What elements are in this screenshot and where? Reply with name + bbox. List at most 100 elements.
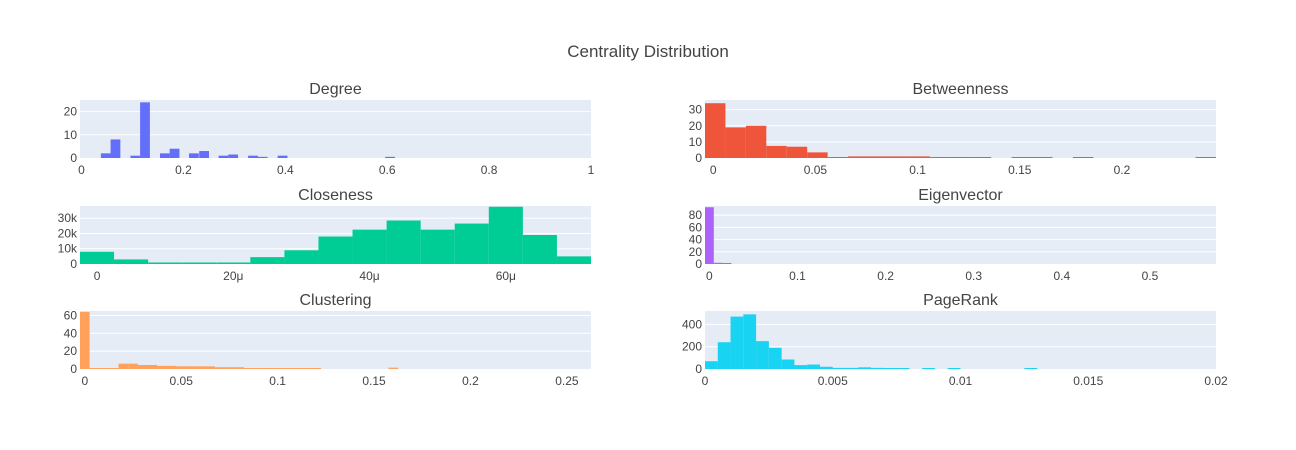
- clustering-bar[interactable]: [176, 366, 187, 369]
- degree-bar[interactable]: [189, 153, 199, 158]
- pagerank-bar[interactable]: [743, 314, 757, 369]
- betweenness-bar[interactable]: [807, 152, 828, 158]
- clustering-bar[interactable]: [108, 368, 119, 369]
- betweenness-bar[interactable]: [929, 157, 951, 158]
- degree-bar[interactable]: [159, 153, 170, 158]
- betweenness-bar[interactable]: [888, 156, 910, 158]
- betweenness-bar[interactable]: [1011, 157, 1033, 158]
- betweenness-bar[interactable]: [970, 157, 992, 158]
- pagerank-bar[interactable]: [730, 316, 744, 369]
- degree-bar[interactable]: [110, 139, 121, 158]
- clustering-bar[interactable]: [205, 366, 215, 369]
- clustering-bar[interactable]: [388, 367, 399, 369]
- betweenness-bar[interactable]: [766, 145, 787, 158]
- clustering-bar[interactable]: [301, 368, 312, 369]
- clustering-bar[interactable]: [224, 367, 235, 369]
- betweenness-bar[interactable]: [848, 156, 869, 158]
- pagerank-bar[interactable]: [768, 347, 782, 369]
- clustering-bar[interactable]: [253, 368, 264, 369]
- closeness-bar[interactable]: [250, 257, 285, 264]
- closeness-bar[interactable]: [114, 259, 149, 264]
- betweenness-bar[interactable]: [745, 125, 767, 158]
- eigenvector-ytick-label: 80: [689, 208, 703, 222]
- pagerank-bar[interactable]: [756, 341, 769, 369]
- clustering-bar[interactable]: [243, 368, 254, 369]
- closeness-bar[interactable]: [454, 223, 489, 264]
- closeness-bar[interactable]: [284, 250, 319, 264]
- clustering-bar[interactable]: [99, 368, 109, 369]
- pagerank-bar[interactable]: [807, 364, 820, 369]
- degree-bar[interactable]: [257, 156, 268, 158]
- eigenvector-bar[interactable]: [722, 263, 732, 264]
- degree-bar[interactable]: [228, 154, 239, 158]
- pagerank-bar[interactable]: [896, 368, 910, 369]
- clustering-bar[interactable]: [214, 367, 225, 369]
- eigenvector-bar[interactable]: [713, 262, 723, 264]
- pagerank-bar[interactable]: [717, 342, 731, 369]
- pagerank-bar[interactable]: [832, 367, 846, 369]
- clustering-bar[interactable]: [128, 363, 138, 369]
- eigenvector-bar[interactable]: [705, 207, 714, 264]
- clustering-bar[interactable]: [311, 368, 322, 369]
- betweenness-bar[interactable]: [950, 157, 971, 158]
- degree-bar[interactable]: [385, 156, 395, 158]
- degree-bar[interactable]: [130, 155, 141, 158]
- betweenness-bar[interactable]: [725, 127, 746, 158]
- betweenness-bar[interactable]: [1072, 157, 1094, 158]
- closeness-bar[interactable]: [148, 262, 183, 264]
- pagerank-bar[interactable]: [922, 368, 935, 369]
- clustering-bar[interactable]: [166, 365, 177, 369]
- clustering-bar[interactable]: [80, 311, 90, 369]
- degree-bar[interactable]: [199, 151, 209, 158]
- clustering-bar[interactable]: [195, 366, 206, 369]
- clustering-bar[interactable]: [186, 366, 196, 369]
- degree-bar[interactable]: [169, 148, 180, 158]
- clustering-bar[interactable]: [263, 368, 273, 369]
- closeness-bar[interactable]: [216, 262, 251, 264]
- closeness-bar[interactable]: [80, 251, 115, 264]
- closeness-bar[interactable]: [522, 235, 557, 264]
- clustering-bar[interactable]: [147, 364, 158, 369]
- betweenness-bar[interactable]: [1195, 157, 1216, 158]
- betweenness-bar[interactable]: [909, 156, 930, 158]
- pagerank-bar[interactable]: [794, 365, 808, 369]
- pagerank-bar[interactable]: [1024, 368, 1038, 369]
- betweenness-bar[interactable]: [1032, 157, 1053, 158]
- clustering-bar[interactable]: [234, 367, 244, 369]
- betweenness-xtick-label: 0.05: [804, 163, 828, 177]
- clustering-bar[interactable]: [282, 368, 293, 369]
- degree-bar[interactable]: [218, 155, 229, 158]
- closeness-bar[interactable]: [318, 236, 353, 264]
- degree-bar[interactable]: [100, 153, 111, 158]
- pagerank-bar[interactable]: [819, 366, 833, 369]
- pagerank-bar[interactable]: [705, 361, 718, 369]
- clustering-bar[interactable]: [137, 364, 148, 369]
- degree-bar[interactable]: [277, 155, 288, 158]
- closeness-bar[interactable]: [420, 229, 455, 264]
- pagerank-plot-area: [705, 311, 1216, 369]
- pagerank-ytick-label: 0: [695, 362, 702, 376]
- pagerank-bar[interactable]: [871, 367, 884, 369]
- clustering-bar[interactable]: [272, 368, 283, 369]
- clustering-bar[interactable]: [118, 363, 129, 369]
- betweenness-bar[interactable]: [705, 103, 726, 158]
- pagerank-bar[interactable]: [858, 367, 872, 369]
- closeness-bar[interactable]: [386, 220, 421, 265]
- closeness-bar[interactable]: [556, 256, 591, 264]
- pagerank-bar[interactable]: [883, 368, 897, 369]
- betweenness-bar[interactable]: [786, 146, 808, 158]
- closeness-bar[interactable]: [488, 206, 523, 264]
- clustering-bar[interactable]: [292, 368, 302, 369]
- clustering-bar[interactable]: [89, 368, 100, 369]
- betweenness-bar[interactable]: [827, 157, 849, 158]
- pagerank-bar[interactable]: [781, 359, 795, 369]
- degree-bar[interactable]: [248, 155, 258, 158]
- pagerank-bar[interactable]: [845, 367, 859, 369]
- degree-bar[interactable]: [140, 102, 150, 158]
- clustering-bar[interactable]: [157, 365, 167, 369]
- closeness-bar[interactable]: [182, 262, 217, 264]
- pagerank-bar[interactable]: [947, 368, 961, 369]
- betweenness-bar[interactable]: [868, 156, 889, 158]
- closeness-bar[interactable]: [352, 229, 387, 264]
